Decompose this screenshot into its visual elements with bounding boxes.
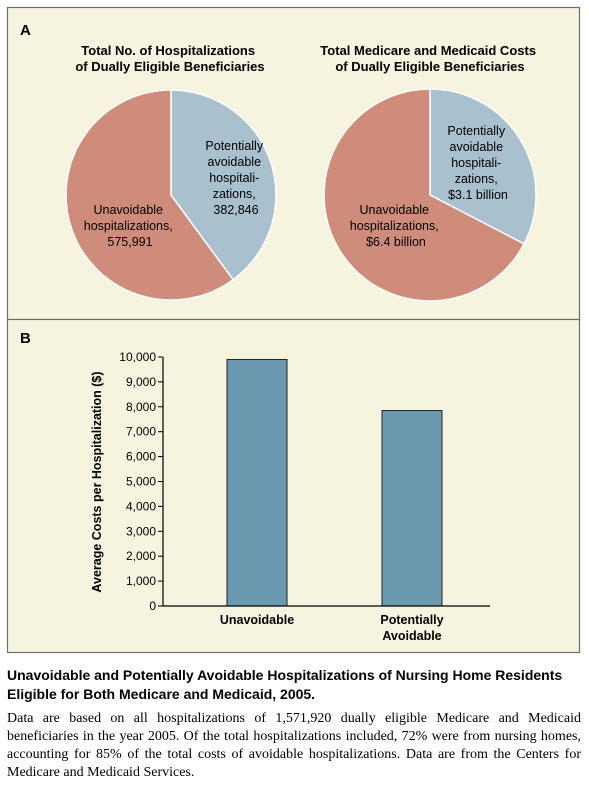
y-tick-label: 9,000 xyxy=(126,375,156,389)
pie-slice-label-line: zations, xyxy=(455,172,498,186)
pie-slice-label-line: Unavoidable xyxy=(94,203,164,217)
pie-slice-label-line: Potentially xyxy=(205,139,263,153)
pie-slice-label-unavoidable: Unavoidable hospitalizations, 575,991 xyxy=(84,203,176,249)
pie-title-line: Total Medicare and Medicaid Costs xyxy=(320,43,536,58)
pie-slice-label-avoidable: Potentially avoidable hospitali- zations… xyxy=(447,124,508,202)
y-tick-label: 7,000 xyxy=(126,425,156,439)
pie-slices xyxy=(65,89,277,301)
x-category-label-line: Avoidable xyxy=(382,629,441,643)
y-tick-label: 10,000 xyxy=(119,350,156,364)
pie-slice-label-line: Unavoidable xyxy=(360,203,430,217)
caption-body: Data are based on all hospitalizations o… xyxy=(7,711,581,780)
x-category-label-potentially-avoidable: Potentially Avoidable xyxy=(380,613,443,643)
pie-slice-label-line: avoidable xyxy=(208,155,262,169)
pie-slice-label-line: 382,846 xyxy=(213,203,258,217)
y-axis-ticks: 0 1,000 2,000 3,000 4,000 5,000 6,000 7,000 8,00… xyxy=(119,350,163,613)
pie-slice-label-line: zations, xyxy=(213,187,256,201)
bar-unavoidable xyxy=(226,358,288,607)
pie-title-line: of Dually Eligible Beneficiaries xyxy=(335,59,524,74)
y-tick-label: 1,000 xyxy=(126,574,156,588)
y-tick-label: 8,000 xyxy=(126,400,156,414)
pie-slice-unavoidable xyxy=(323,88,526,302)
y-tick-label: 2,000 xyxy=(126,549,156,563)
pie-slice-avoidable xyxy=(170,89,277,281)
panel-b-letter: B xyxy=(20,330,31,347)
y-tick-label: 4,000 xyxy=(126,499,156,513)
caption-title: Unavoidable and Potentially Avoidable Ho… xyxy=(7,667,563,702)
pie-slice-label-unavoidable: Unavoidable hospitalizations, $6.4 billi… xyxy=(350,203,442,249)
pie-slice-label-line: Potentially xyxy=(447,124,505,138)
y-axis-label: Average Costs per Hospitalization ($) xyxy=(90,371,104,592)
pie-title: Total No. of Hospitalizations of Dually … xyxy=(75,43,264,74)
y-tick-label: 5,000 xyxy=(126,475,156,489)
figure: A B Total No. of Hospitalizations of Dua… xyxy=(6,6,581,654)
pie-slice-label-line: 575,991 xyxy=(107,235,152,249)
pie-title: Total Medicare and Medicaid Costs of Dua… xyxy=(320,43,539,74)
pie-slice-avoidable xyxy=(429,88,537,245)
x-category-label-line: Potentially xyxy=(380,613,443,627)
bar-chart-average-costs: Average Costs per Hospitalization ($) 0 1… xyxy=(90,350,490,643)
bars xyxy=(226,358,443,607)
x-category-label-unavoidable: Unavoidable xyxy=(220,613,294,627)
panel-b-background xyxy=(6,318,581,654)
pie-chart-hospitalizations: Total No. of Hospitalizations of Dually … xyxy=(65,43,277,301)
y-tick-label: 6,000 xyxy=(126,450,156,464)
bar-potentially-avoidable xyxy=(381,410,443,607)
pie-slice-label-line: $6.4 billion xyxy=(366,235,426,249)
pie-slice-label-line: avoidable xyxy=(450,140,504,154)
figure-caption: Unavoidable and Potentially Avoidable Ho… xyxy=(7,666,581,782)
y-tick-label: 0 xyxy=(149,599,156,613)
pie-slice-label-avoidable: Potentially avoidable hospitali- zations… xyxy=(205,139,266,217)
pie-title-line: Total No. of Hospitalizations xyxy=(81,43,255,58)
y-tick-label: 3,000 xyxy=(126,524,156,538)
pie-slice-label-line: $3.1 billion xyxy=(448,188,508,202)
pie-slices xyxy=(323,88,537,302)
pie-slice-unavoidable xyxy=(65,89,235,301)
pie-slice-label-line: hospitali- xyxy=(209,171,259,185)
panel-a-letter: A xyxy=(20,22,31,39)
pie-slice-label-line: hospitalizations, xyxy=(350,219,439,233)
pie-slice-label-line: hospitali- xyxy=(451,156,501,170)
pie-chart-costs: Total Medicare and Medicaid Costs of Dua… xyxy=(320,43,539,302)
pie-title-line: of Dually Eligible Beneficiaries xyxy=(75,59,264,74)
pie-slice-label-line: hospitalizations, xyxy=(84,219,173,233)
